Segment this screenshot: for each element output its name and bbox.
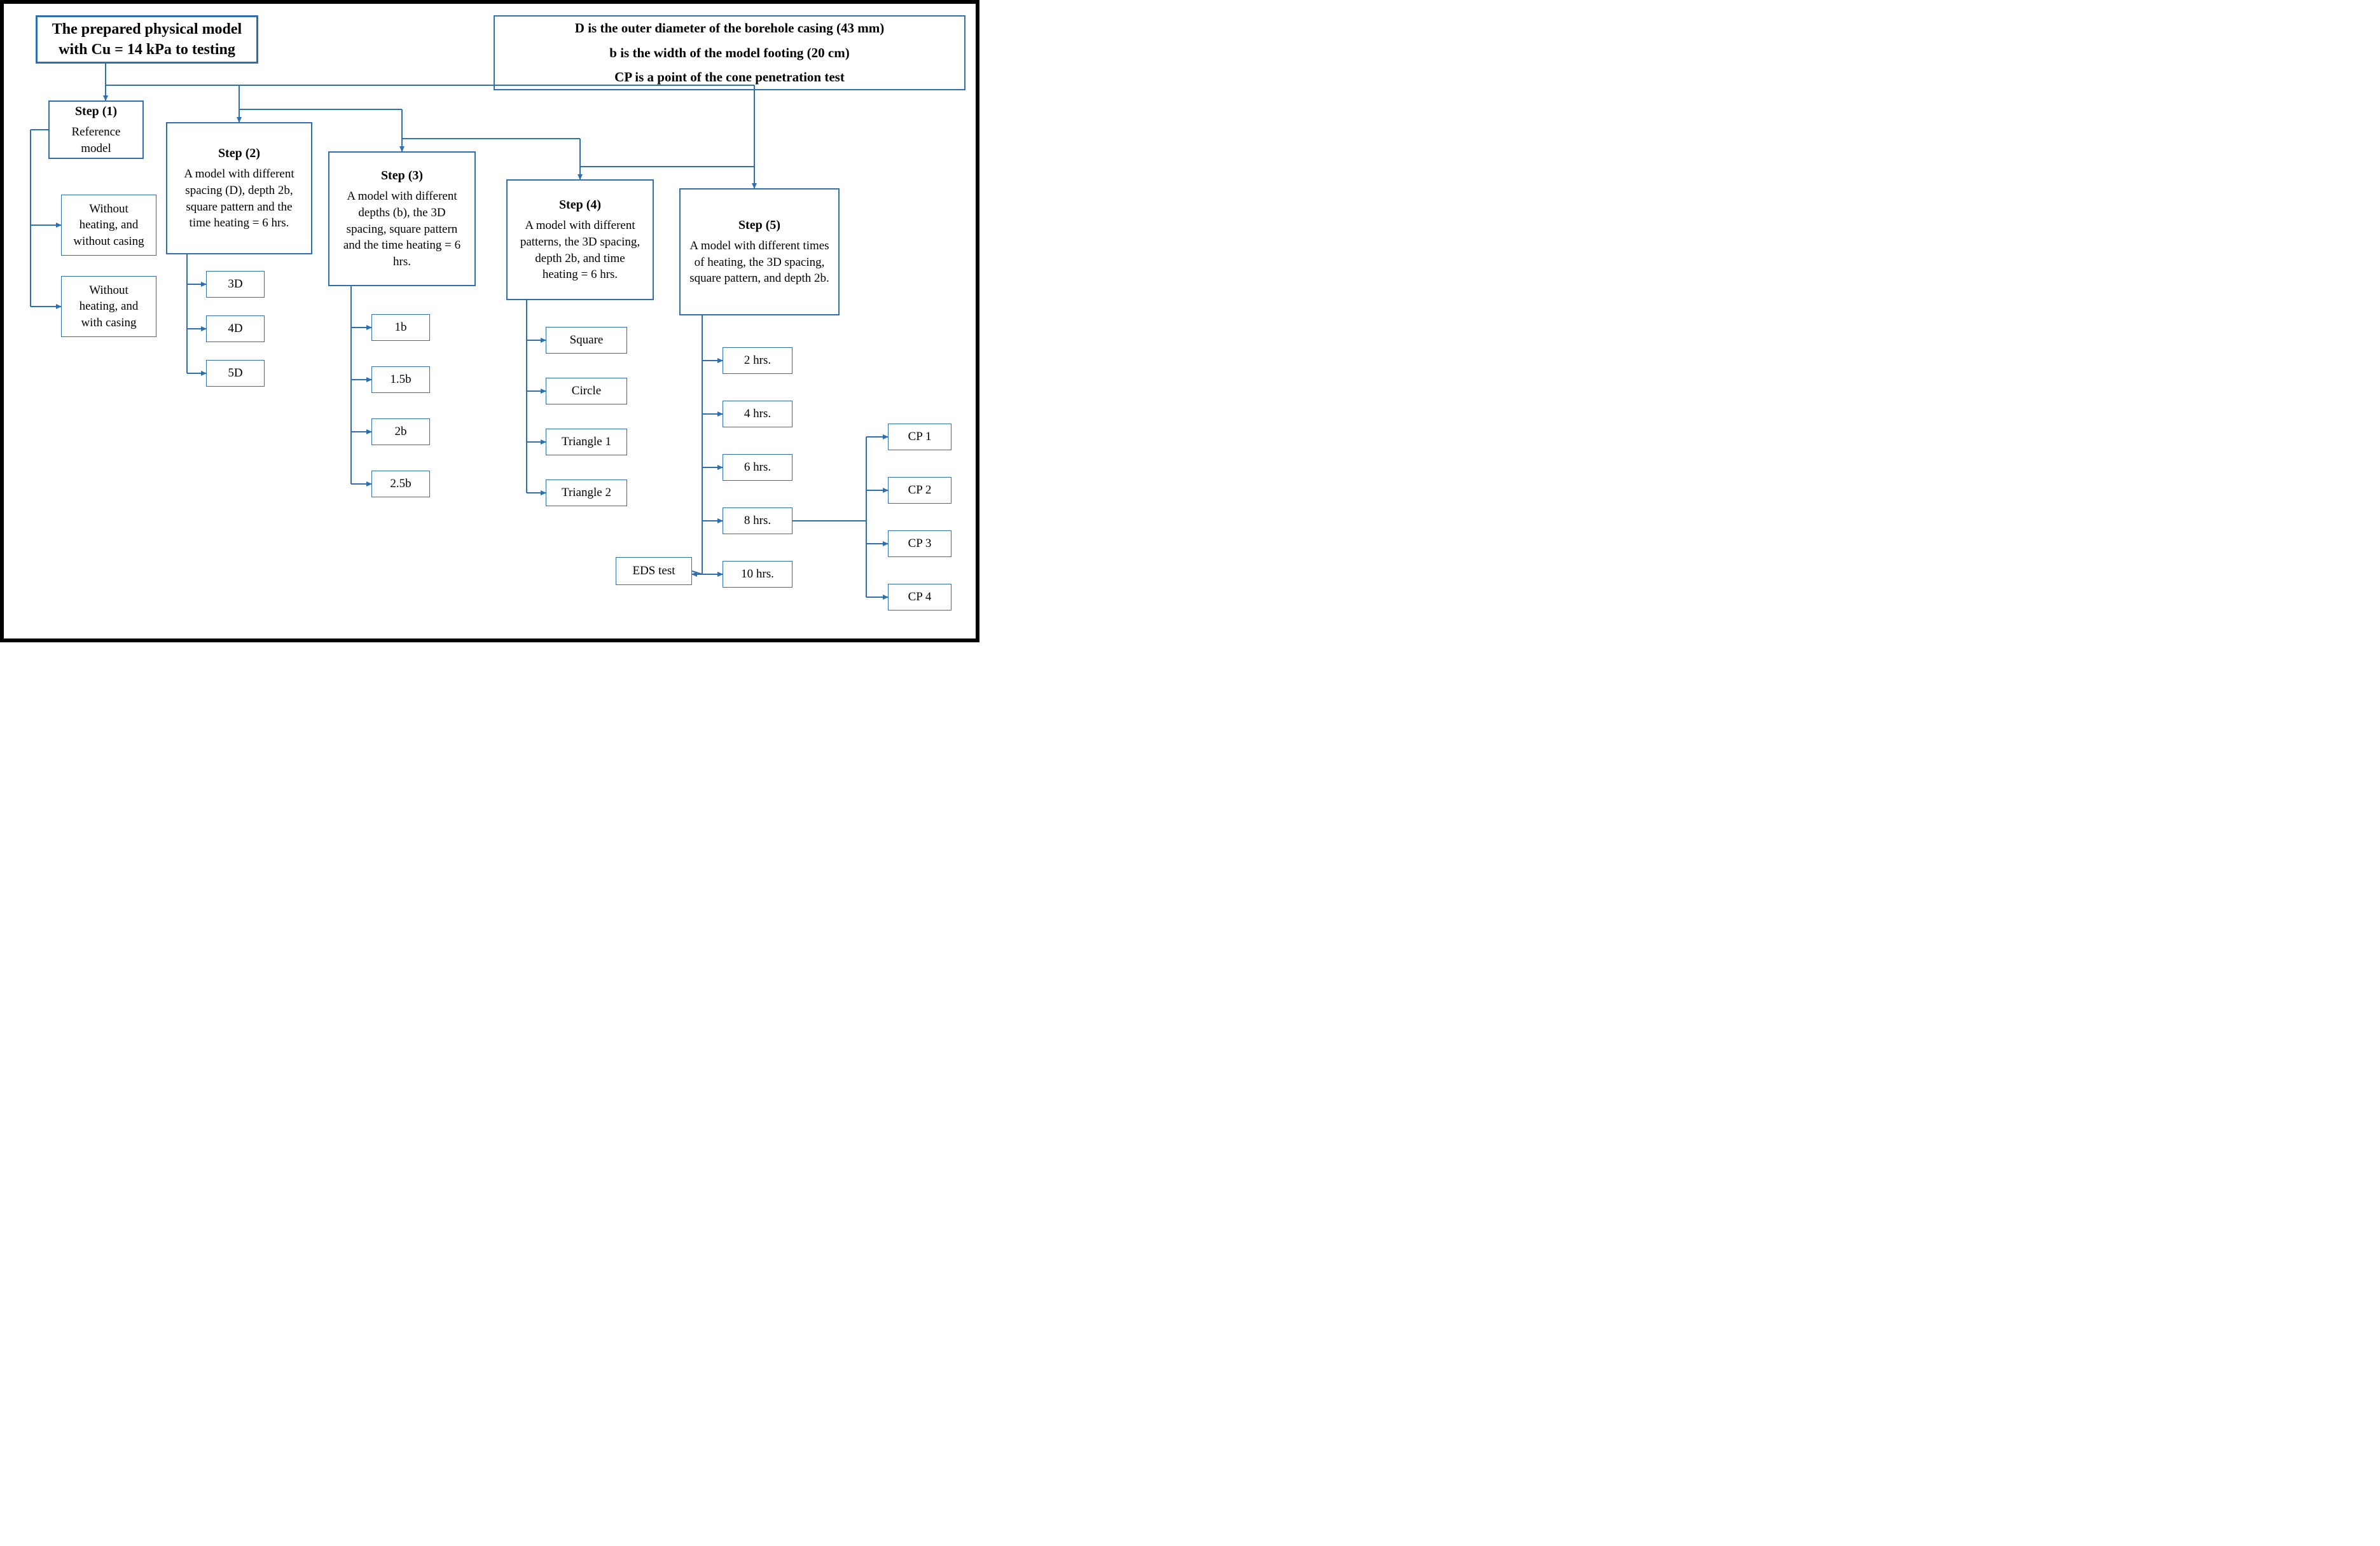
step4-body: A model with different patterns, the 3D …	[516, 217, 644, 283]
step3-child-2: 2b	[371, 418, 430, 445]
eds-box: EDS test	[616, 557, 692, 585]
step5-child-4: 10 hrs.	[723, 561, 792, 588]
cp-box-2: CP 3	[888, 530, 951, 557]
step3-child-3: 2.5b	[371, 471, 430, 497]
step1-head: Step (1)	[75, 103, 117, 120]
step4-box: Step (4) A model with different patterns…	[506, 179, 654, 300]
step2-box: Step (2) A model with different spacing …	[166, 122, 312, 254]
legend-line-3: CP is a point of the cone penetration te…	[614, 65, 845, 90]
step5-child-0: 2 hrs.	[723, 347, 792, 374]
step5-child-1: 4 hrs.	[723, 401, 792, 427]
step1-box: Step (1) Reference model	[48, 100, 144, 159]
legend-box: D is the outer diameter of the borehole …	[494, 15, 965, 90]
title-box: The prepared physical model with Cu = 14…	[36, 15, 258, 64]
step5-box: Step (5) A model with different times of…	[679, 188, 840, 315]
step1-child-0: Without heating, and without casing	[61, 195, 156, 256]
step3-child-1: 1.5b	[371, 366, 430, 393]
step1-child-1: Without heating, and with casing	[61, 276, 156, 337]
step2-child-0: 3D	[206, 271, 265, 298]
legend-line-1: D is the outer diameter of the borehole …	[575, 16, 884, 41]
cp-box-0: CP 1	[888, 424, 951, 450]
legend-line-2: b is the width of the model footing (20 …	[609, 41, 849, 66]
step5-child-2: 6 hrs.	[723, 454, 792, 481]
step4-child-2: Triangle 1	[546, 429, 627, 455]
step5-child-3: 8 hrs.	[723, 507, 792, 534]
step2-child-1: 4D	[206, 315, 265, 342]
step2-head: Step (2)	[218, 145, 260, 162]
step3-box: Step (3) A model with different depths (…	[328, 151, 476, 286]
step5-body: A model with different times of heating,…	[689, 238, 829, 287]
step3-child-0: 1b	[371, 314, 430, 341]
step1-body: Reference model	[59, 124, 134, 156]
step3-head: Step (3)	[381, 167, 423, 184]
step3-body: A model with different depths (b), the 3…	[338, 188, 466, 270]
title-text: The prepared physical model with Cu = 14…	[46, 19, 247, 60]
step4-child-0: Square	[546, 327, 627, 354]
cp-box-3: CP 4	[888, 584, 951, 611]
step5-head: Step (5)	[738, 217, 780, 234]
step4-child-1: Circle	[546, 378, 627, 404]
step2-body: A model with different spacing (D), dept…	[176, 166, 302, 231]
step4-head: Step (4)	[559, 197, 601, 214]
step2-child-2: 5D	[206, 360, 265, 387]
cp-box-1: CP 2	[888, 477, 951, 504]
step4-child-3: Triangle 2	[546, 480, 627, 506]
